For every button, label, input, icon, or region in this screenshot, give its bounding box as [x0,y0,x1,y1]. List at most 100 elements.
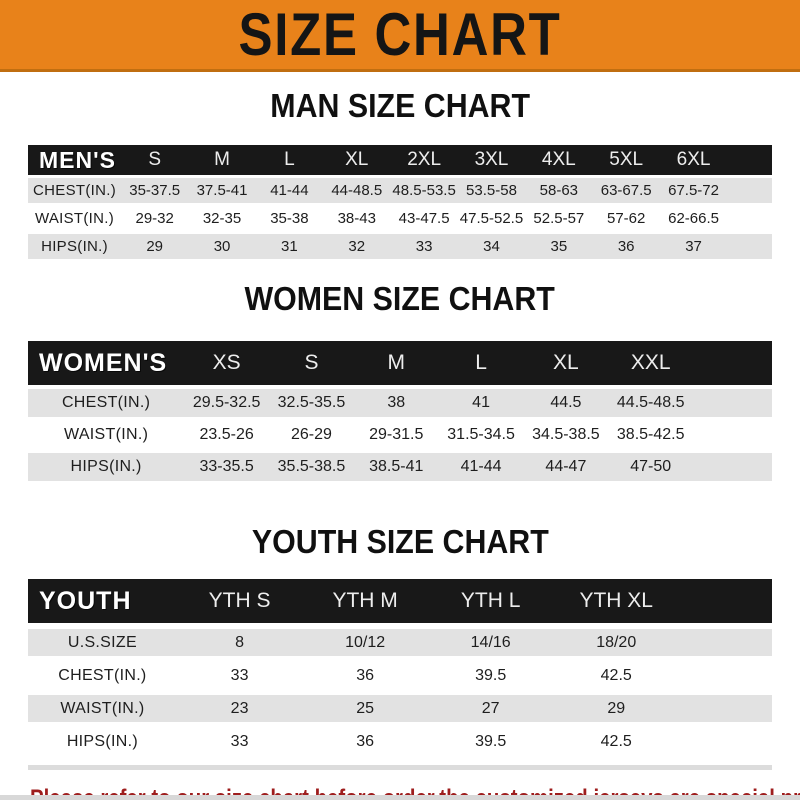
measurement-row: HIPS(IN.) 33 36 39.5 42.5 [28,728,772,755]
section-youth: YOUTH SIZE CHART YOUTH YTH S YTH M YTH L YTH… [0,523,800,770]
measurement-value: 42.5 [553,662,679,689]
measurement-value: 38.5-42.5 [608,421,694,449]
measurement-value: 41-44 [255,178,324,203]
measurement-row: HIPS(IN.) 33-35.5 35.5-38.5 38.5-41 41-44 44-… [28,453,772,481]
measurement-value: 39.5 [427,662,554,689]
size-table: WOMEN'S XS S M L XL XXL CHEST(IN.) 29.5-32.5 32.5… [28,337,772,485]
measurement-value: 29-32 [121,206,189,231]
row-filler [678,662,772,689]
row-filler [727,234,772,259]
measurement-row: CHEST(IN.) 35-37.5 37.5-41 41-44 44-48.5 48.5… [28,178,772,203]
measurement-value: 31 [255,234,324,259]
youth-table-edge [28,765,772,770]
band-filler [727,145,772,175]
measurement-value: 44-47 [523,453,609,481]
measurement-label: HIPS(IN.) [28,234,121,259]
measurement-value: 41-44 [438,453,524,481]
row-filler [727,206,772,231]
measurement-value: 53.5-58 [457,178,526,203]
size-column-header: XL [323,145,391,175]
measurement-value: 36 [592,234,660,259]
measurement-value: 44.5-48.5 [608,389,694,417]
measurement-value: 48.5-53.5 [390,178,458,203]
size-column-header: YTH S [176,579,303,623]
band-filler [693,341,772,385]
row-filler [727,178,772,203]
measurement-value: 26-29 [269,421,354,449]
measurement-row: HIPS(IN.) 29 30 31 32 33 34 35 36 37 [28,234,772,259]
size-column-header: XL [523,341,609,385]
measurement-value: 32-35 [188,206,256,231]
measurement-value: 8 [176,629,303,656]
measurement-value: 58-63 [525,178,593,203]
measurement-label: HIPS(IN.) [28,453,185,481]
measurement-value: 52.5-57 [525,206,593,231]
measurement-value: 30 [188,234,256,259]
row-filler [693,421,772,449]
measurement-value: 33-35.5 [184,453,270,481]
measurement-value: 57-62 [592,206,660,231]
measurement-value: 36 [302,728,428,755]
measurement-value: 18/20 [553,629,679,656]
measurement-value: 38-43 [323,206,391,231]
size-column-header: 5XL [592,145,660,175]
row-filler [678,728,772,755]
band-filler [678,579,772,623]
measurement-label: CHEST(IN.) [28,178,121,203]
measurement-value: 32.5-35.5 [269,389,354,417]
table-header-band: MEN'S S M L XL 2XL 3XL 4XL 5XL 6XL [28,145,772,175]
measurement-value: 14/16 [427,629,554,656]
measurement-value: 44.5 [523,389,609,417]
size-column-header: 4XL [525,145,593,175]
measurement-label: HIPS(IN.) [28,728,177,755]
measurement-row: CHEST(IN.) 33 36 39.5 42.5 [28,662,772,689]
youth-heading-text: YOUTH SIZE CHART [251,523,549,560]
section-women: WOMEN SIZE CHART WOMEN'S XS S M L XL XXL CHEST(… [0,280,800,485]
size-column-header: XS [184,341,270,385]
measurement-value: 10/12 [302,629,428,656]
measurement-value: 37 [659,234,728,259]
table-header-band: YOUTH YTH S YTH M YTH L YTH XL [28,579,772,623]
measurement-label: WAIST(IN.) [28,695,177,722]
measurement-value: 43-47.5 [390,206,458,231]
measurement-value: 23 [176,695,303,722]
measurement-row: U.S.SIZE 8 10/12 14/16 18/20 [28,629,772,656]
measurement-value: 29 [121,234,189,259]
measurement-row: WAIST(IN.) 23.5-26 26-29 29-31.5 31.5-34.5 34… [28,421,772,449]
women-heading: WOMEN SIZE CHART [0,280,800,321]
measurement-row: WAIST(IN.) 29-32 32-35 35-38 38-43 43-47.5 47.… [28,206,772,231]
size-column-header: YTH M [302,579,428,623]
row-filler [693,389,772,417]
measurement-value: 29-31.5 [353,421,439,449]
size-column-header: 6XL [659,145,728,175]
measurement-value: 34.5-38.5 [523,421,609,449]
measurement-value: 35-38 [255,206,324,231]
measurement-label: U.S.SIZE [28,629,177,656]
row-filler [678,695,772,722]
size-group-label: WOMEN'S [28,341,185,385]
measurement-value: 36 [302,662,428,689]
women-heading-text: WOMEN SIZE CHART [244,280,556,317]
measurement-label: WAIST(IN.) [28,206,121,231]
banner-title: SIZE CHART [238,1,562,68]
measurement-label: CHEST(IN.) [28,389,185,417]
measurement-value: 33 [176,728,303,755]
table-header-band: WOMEN'S XS S M L XL XXL [28,341,772,385]
measurement-value: 47-50 [608,453,694,481]
measurement-value: 23.5-26 [184,421,270,449]
measurement-value: 37.5-41 [188,178,256,203]
measurement-value: 29.5-32.5 [184,389,270,417]
size-column-header: S [269,341,354,385]
measurement-value: 44-48.5 [323,178,391,203]
bottom-edge-strip [0,795,800,800]
measurement-value: 38.5-41 [353,453,439,481]
row-filler [693,453,772,481]
measurement-value: 27 [427,695,554,722]
measurement-value: 67.5-72 [659,178,728,203]
measurement-row: CHEST(IN.) 29.5-32.5 32.5-35.5 38 41 44.5 44.5… [28,389,772,417]
measurement-value: 33 [176,662,303,689]
women-size-table: WOMEN'S XS S M L XL XXL CHEST(IN.) 29.5-32.5 32.5… [28,337,772,485]
men-size-table: MEN'S S M L XL 2XL 3XL 4XL 5XL 6XL CHEST(IN.) 35-37… [28,142,772,262]
measurement-value: 39.5 [427,728,554,755]
